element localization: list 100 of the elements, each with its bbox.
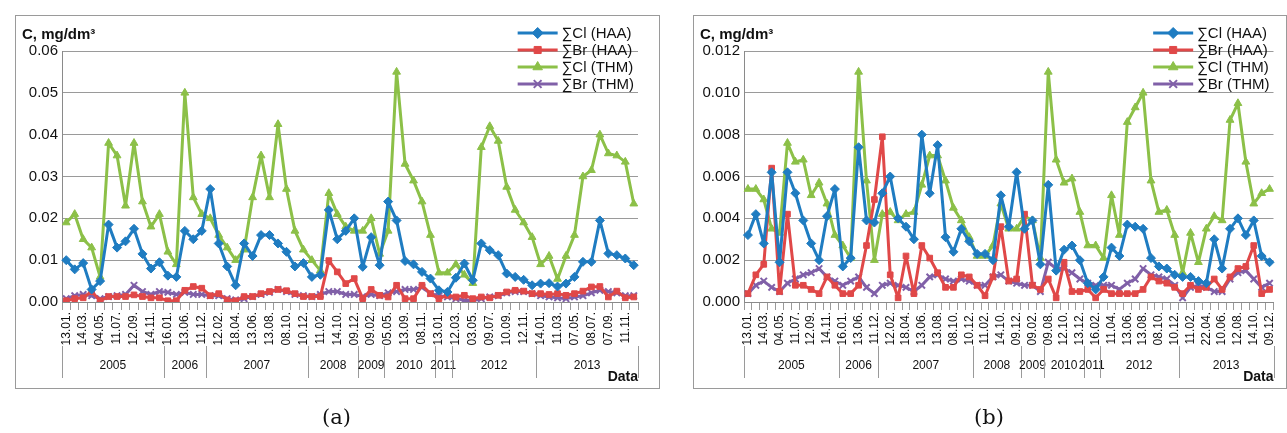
x-tick-label: 10.06.	[1214, 312, 1229, 346]
y-tick-label: 0.05	[28, 82, 58, 100]
y-tick-label: 0.02	[28, 208, 58, 226]
text: (a)	[321, 405, 352, 429]
x-tick-label: 13.12.	[1072, 312, 1087, 346]
x-tick-label: 09.12.	[346, 312, 361, 346]
x-tick-label: 13.06.	[914, 312, 929, 346]
x-tick-label: 11.04.	[1103, 312, 1118, 345]
x-tick-label: 05.05.	[380, 312, 395, 346]
y-tick-label: 0.006	[702, 166, 740, 184]
y-tick-label: 0.008	[702, 124, 740, 142]
y-tick-label: 0.03	[28, 166, 58, 184]
y-axis-title: C, mg/dm³	[22, 25, 96, 42]
x-tick-label: 09.02.	[1024, 312, 1039, 346]
x-tick-label: 13.01.	[740, 312, 755, 346]
x-tick-label: 10.12.	[961, 312, 976, 346]
x-tick-label: 11.12.	[866, 312, 881, 345]
text: 2006	[171, 358, 199, 373]
x-tick-label: 13.06.	[850, 312, 865, 346]
legend-label: ∑Br (THM)	[561, 75, 634, 94]
x-tick-label: 13.09.	[397, 312, 412, 346]
legend-label: ∑Cl (HAA)	[1197, 24, 1268, 43]
x-tick-label: 08.10.	[945, 312, 960, 346]
text: 2012	[480, 358, 508, 373]
x-tick-label: 14.10.	[329, 312, 344, 346]
x-tick-label: 08.07.	[583, 312, 598, 346]
x-tick-label: 13.01.	[58, 312, 73, 346]
x-tick-label: 09.07.	[482, 312, 497, 346]
text: 2011	[430, 358, 457, 373]
x-tick-label: 04.05.	[771, 312, 786, 346]
x-tick-label: 11.07.	[787, 312, 802, 345]
x-tick-label: 13.08.	[1135, 312, 1150, 346]
x-tick-label: 08.11.	[414, 312, 429, 345]
x-tick-label: 13.06.	[1119, 312, 1134, 346]
y-tick-label: 0.06	[28, 41, 58, 59]
x-tick-label: 12.08.	[1230, 312, 1245, 346]
x-tick-label: 14.10.	[993, 312, 1008, 346]
text: 2013	[1212, 358, 1240, 373]
x-tick-label: 10.12.	[295, 312, 310, 346]
x-tick-label: 10.12.	[1167, 312, 1182, 346]
x-tick-label: 12.09.	[803, 312, 818, 346]
x-tick-label: 14.10.	[1246, 312, 1261, 346]
x-tick-label: 22.04.	[1198, 312, 1213, 346]
y-tick-label: 0.002	[702, 250, 740, 268]
x-tick-label: 11.02.	[977, 312, 992, 345]
y-tick-label: 0.01	[28, 250, 58, 268]
x-tick-label: 09.12.	[1261, 312, 1276, 346]
x-tick-label: 11.12.	[194, 312, 209, 345]
y-tick-label: 0.012	[702, 41, 740, 59]
text: 2010	[1050, 358, 1078, 373]
y-tick-label: 0.04	[28, 124, 58, 142]
x-tick-label: 12.02.	[211, 312, 226, 346]
x-tick-label: 14.03.	[75, 312, 90, 346]
legend-label: ∑Cl (THM)	[1197, 58, 1269, 77]
x-tick-label: 14.03.	[756, 312, 771, 346]
x-tick-label: 11.02.	[312, 312, 327, 345]
text: 2006	[845, 358, 873, 373]
y-tick-label: 0.000	[702, 292, 740, 310]
y-tick-label: 0.004	[702, 208, 740, 226]
x-tick-label: 04.05.	[92, 312, 107, 346]
x-axis-title: Data	[1243, 367, 1274, 384]
x-tick-label: 07.05.	[566, 312, 581, 346]
x-tick-label: 09.02.	[363, 312, 378, 346]
text: 2013	[573, 358, 601, 373]
text: 2010	[395, 358, 423, 373]
y-tick-label: 0.00	[28, 292, 58, 310]
x-tick-label: 09.08.	[1040, 312, 1055, 346]
x-tick-label: 13.06.	[244, 312, 259, 346]
x-tick-label: 14.01.	[532, 312, 547, 346]
x-axis-title: Data	[607, 367, 639, 384]
legend-label: ∑Cl (HAA)	[561, 24, 632, 43]
x-tick-label: 12.11.	[515, 312, 530, 345]
x-tick-label: 08.10.	[278, 312, 293, 346]
legend-label: ∑Br (THM)	[1197, 75, 1270, 94]
text: 2012	[1125, 358, 1153, 373]
x-tick-label: 11.11.	[617, 312, 632, 344]
y-tick-label: 0.010	[702, 82, 740, 100]
x-tick-label: 14.11.	[143, 312, 158, 345]
x-tick-label: 16.01.	[160, 312, 175, 346]
x-tick-label: 14.11.	[819, 312, 834, 345]
legend-label: ∑Cl (THM)	[561, 58, 634, 77]
x-tick-label: 11.03.	[549, 312, 564, 345]
x-tick-label: 11.02.	[1182, 312, 1197, 345]
x-tick-label: 12.02.	[882, 312, 897, 346]
text: 2008	[319, 358, 347, 373]
text: 2009	[357, 358, 385, 373]
x-tick-label: 13.08.	[929, 312, 944, 346]
text: 2007	[243, 358, 271, 373]
text: 2011	[1078, 358, 1105, 373]
x-tick-label: 13.08.	[261, 312, 276, 346]
text: 2007	[912, 358, 940, 373]
y-axis-title: C, mg/dm³	[700, 25, 774, 42]
legend-label: ∑Br (HAA)	[1197, 41, 1268, 60]
x-tick-label: 13.06.	[177, 312, 192, 346]
text: 2008	[983, 358, 1011, 373]
x-tick-label: 10.09.	[499, 312, 514, 346]
x-tick-label: 09.12.	[1008, 312, 1023, 346]
x-tick-label: 11.07.	[109, 312, 124, 345]
x-tick-label: 18.04.	[227, 312, 242, 346]
x-tick-label: 16.02.	[1088, 312, 1102, 346]
